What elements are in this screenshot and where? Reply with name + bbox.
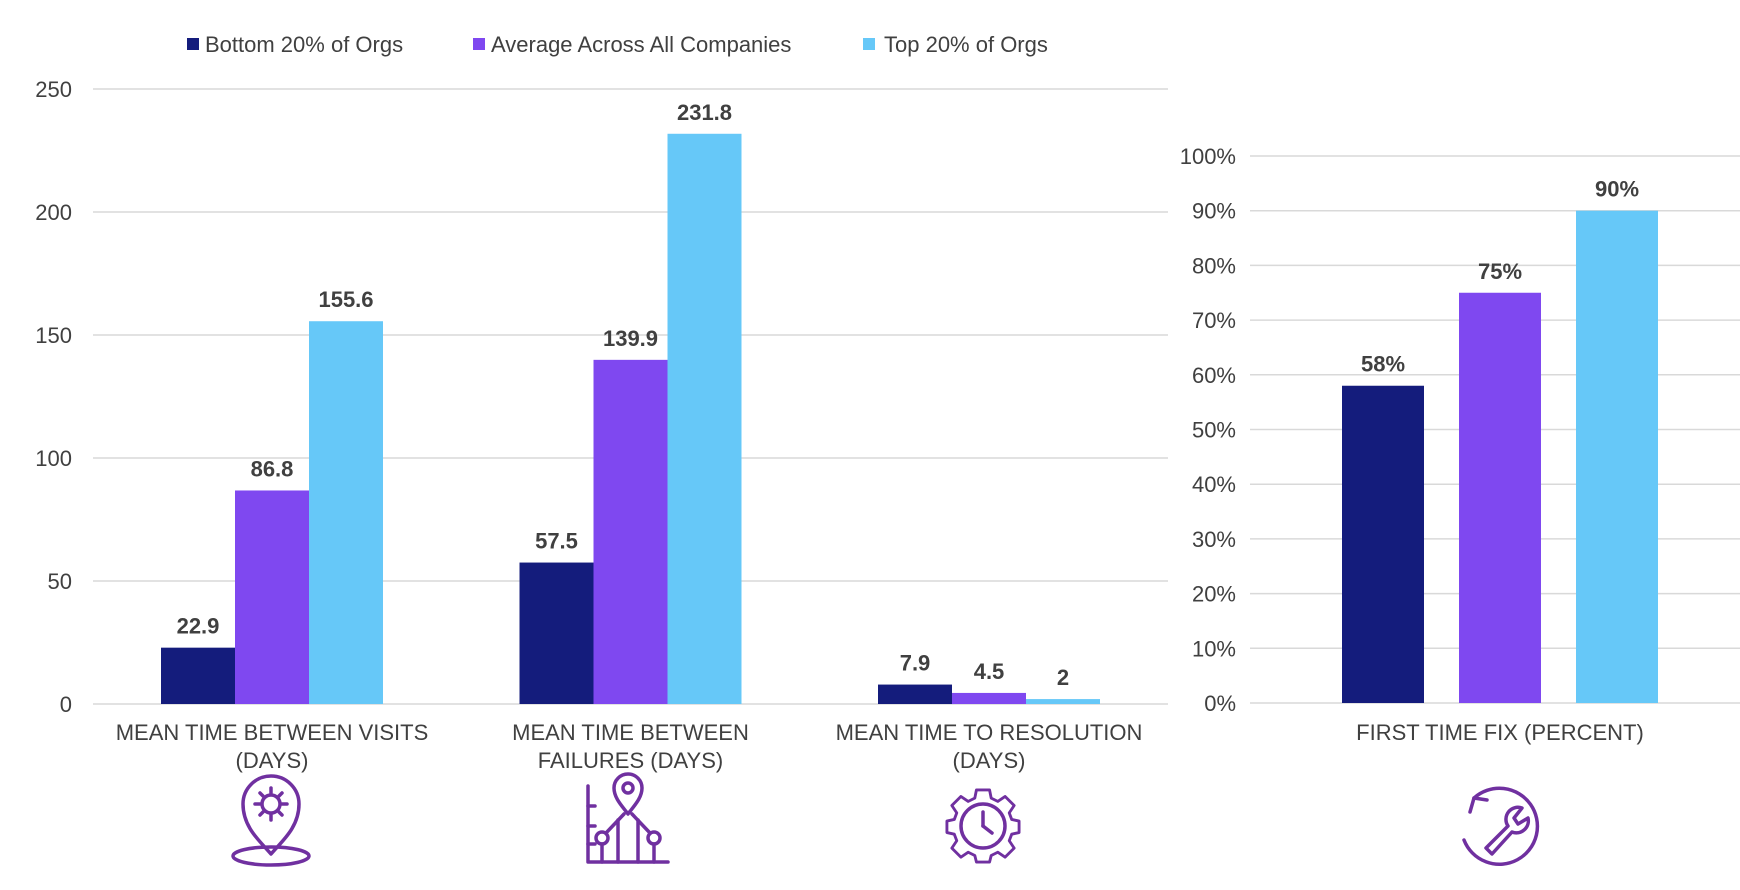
bar	[593, 359, 668, 704]
y-tick-label: 0	[60, 692, 72, 717]
data-label: 22.9	[177, 614, 220, 639]
bar	[309, 321, 383, 704]
data-label: 4.5	[974, 659, 1005, 684]
location-gear-icon	[231, 774, 311, 867]
y-tick-label: 60%	[1192, 363, 1236, 388]
data-label: 58%	[1361, 352, 1405, 377]
y-tick-label: 200	[35, 200, 72, 225]
category-label: FIRST TIME FIX (PERCENT)	[1356, 720, 1644, 745]
category-label: (DAYS)	[236, 748, 309, 773]
legend-item: Bottom 20% of Orgs	[187, 32, 403, 57]
bar	[519, 562, 594, 704]
right-chart: 0% 10% 20% 30% 40% 50% 60% 70% 80% 90% 100% 58% 75% 9…	[1180, 144, 1740, 745]
left-chart: 0 50 100 150 200 250 22.9 86.8 155.6 MEAN TIME BE…	[35, 77, 1168, 773]
legend-swatch	[473, 38, 485, 50]
y-tick-label: 50%	[1192, 418, 1236, 443]
y-tick-label: 10%	[1192, 636, 1236, 661]
y-tick-label: 80%	[1192, 253, 1236, 278]
category-label: MEAN TIME BETWEEN	[512, 720, 749, 745]
data-label: 2	[1057, 665, 1069, 690]
data-label: 7.9	[900, 651, 931, 676]
y-tick-label: 50	[48, 569, 72, 594]
gear-clock-icon	[945, 788, 1021, 864]
bar	[1459, 292, 1541, 703]
data-label: 90%	[1595, 177, 1639, 202]
y-tick-label: 30%	[1192, 527, 1236, 552]
data-label: 75%	[1478, 259, 1522, 284]
y-tick-label: 20%	[1192, 582, 1236, 607]
bar	[1026, 699, 1100, 704]
bar	[878, 684, 952, 704]
y-tick-label: 250	[35, 77, 72, 102]
y-tick-label: 100	[35, 446, 72, 471]
bar	[667, 133, 742, 705]
legend-label: Top 20% of Orgs	[884, 32, 1048, 57]
bar	[1342, 385, 1424, 703]
category-label: MEAN TIME BETWEEN VISITS	[116, 720, 429, 745]
data-label: 139.9	[603, 326, 658, 351]
legend-swatch	[187, 38, 199, 50]
y-tick-label: 40%	[1192, 472, 1236, 497]
network-gear-icon	[586, 772, 670, 864]
bar	[235, 490, 309, 704]
legend-item: Average Across All Companies	[473, 32, 791, 57]
bar	[1576, 210, 1658, 703]
y-tick-label: 90%	[1192, 199, 1236, 224]
legend-label: Average Across All Companies	[491, 32, 791, 57]
category-label: MEAN TIME TO RESOLUTION	[836, 720, 1143, 745]
y-tick-label: 150	[35, 323, 72, 348]
bar	[952, 692, 1026, 704]
data-label: 86.8	[251, 456, 294, 481]
data-label: 231.8	[677, 100, 732, 125]
legend: Bottom 20% of Orgs Average Across All Com…	[187, 32, 1048, 57]
y-tick-label: 100%	[1180, 144, 1236, 169]
y-tick-label: 70%	[1192, 308, 1236, 333]
y-tick-label: 0%	[1204, 691, 1236, 716]
legend-swatch	[863, 38, 875, 50]
legend-item: Top 20% of Orgs	[863, 32, 1048, 57]
legend-label: Bottom 20% of Orgs	[205, 32, 403, 57]
data-label: 57.5	[535, 529, 578, 554]
category-label: FAILURES (DAYS)	[538, 748, 723, 773]
data-label: 155.6	[318, 287, 373, 312]
category-label: (DAYS)	[953, 748, 1026, 773]
wrench-refresh-icon	[1462, 786, 1540, 866]
bar	[161, 647, 235, 704]
